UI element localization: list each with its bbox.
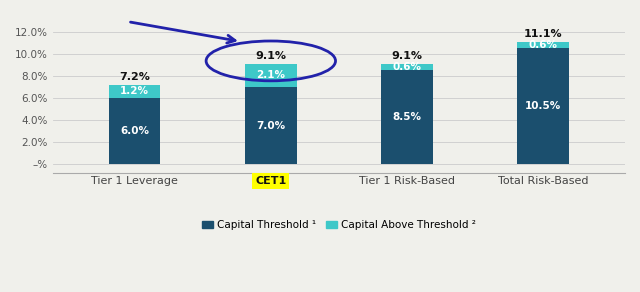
Text: CET1: CET1 — [255, 176, 287, 186]
Text: Tier 1 Risk-Based: Tier 1 Risk-Based — [359, 176, 455, 186]
Text: 0.6%: 0.6% — [392, 62, 422, 72]
Legend: Capital Threshold ¹, Capital Above Threshold ²: Capital Threshold ¹, Capital Above Thres… — [198, 216, 480, 234]
Text: 9.1%: 9.1% — [255, 51, 286, 61]
Text: 7.0%: 7.0% — [256, 121, 285, 131]
Text: 7.2%: 7.2% — [119, 72, 150, 82]
Bar — [517, 48, 569, 164]
Text: Total Risk-Based: Total Risk-Based — [498, 176, 589, 186]
Text: 0.6%: 0.6% — [529, 40, 558, 50]
Text: 8.5%: 8.5% — [392, 112, 422, 122]
Text: 11.1%: 11.1% — [524, 29, 563, 39]
Text: 2.1%: 2.1% — [256, 70, 285, 80]
Text: 1.2%: 1.2% — [120, 86, 149, 96]
Bar — [109, 98, 161, 164]
Bar — [517, 41, 569, 48]
Bar — [381, 70, 433, 164]
Bar — [109, 85, 161, 98]
Text: 9.1%: 9.1% — [392, 51, 422, 61]
Text: 6.0%: 6.0% — [120, 126, 149, 136]
Bar — [245, 64, 297, 87]
Bar — [245, 87, 297, 164]
Text: 10.5%: 10.5% — [525, 101, 561, 111]
Bar — [381, 64, 433, 70]
Text: Tier 1 Leverage: Tier 1 Leverage — [91, 176, 178, 186]
